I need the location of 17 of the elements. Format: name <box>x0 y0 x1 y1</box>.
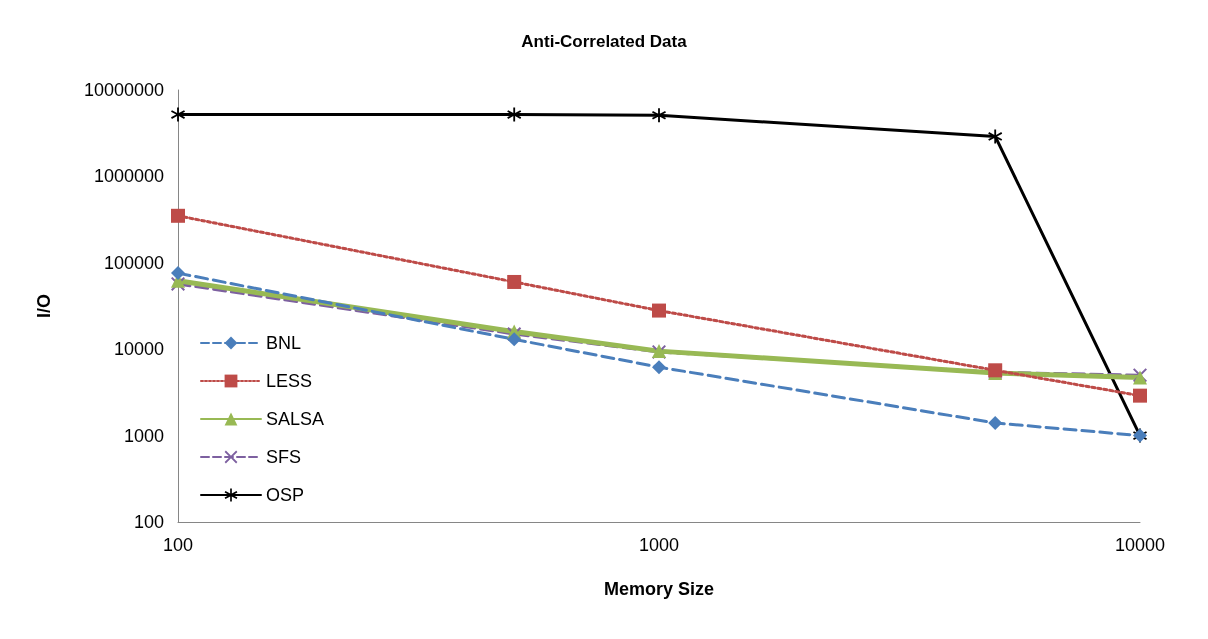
y-tick-label: 1000000 <box>93 166 164 187</box>
x-tick-label: 1000 <box>638 535 680 555</box>
y-tick-label: 10000000 <box>83 80 164 100</box>
legend-label: SFS <box>266 447 302 467</box>
legend-label: BNL <box>266 333 302 353</box>
x-tick-label: 100 <box>162 535 194 555</box>
x-axis-title: Memory Size <box>603 579 715 599</box>
chart-title: Anti-Correlated Data <box>521 32 688 51</box>
legend-label: OSP <box>266 485 305 505</box>
y-tick-label: 100 <box>133 512 164 532</box>
y-axis-title: I/O <box>34 293 54 319</box>
legend-label: LESS <box>266 371 313 391</box>
legend-label: SALSA <box>266 409 325 429</box>
y-tick-label: 100000 <box>103 252 164 273</box>
y-tick-label: 10000 <box>113 339 164 360</box>
y-tick-label: 1000 <box>123 425 164 446</box>
x-tick-label: 10000 <box>1114 535 1166 555</box>
